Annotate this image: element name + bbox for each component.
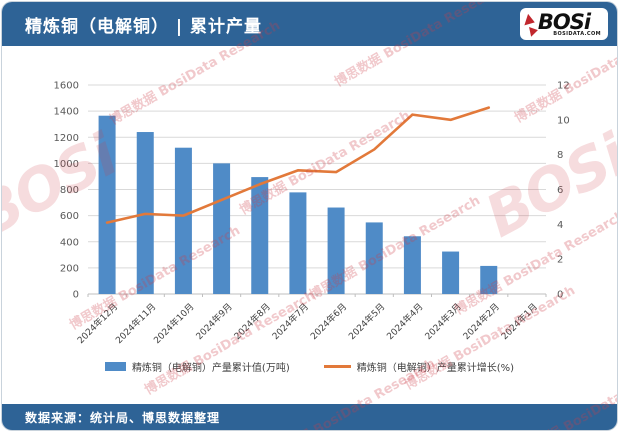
- page-title: 精炼铜（电解铜） | 累计产量: [25, 16, 263, 37]
- bar: [480, 265, 498, 294]
- legend-bar-swatch-icon: [104, 362, 126, 371]
- bar: [213, 163, 231, 294]
- left-axis-tick-label: 1600: [54, 81, 79, 92]
- right-axis-tick-label: 8: [557, 150, 563, 161]
- x-axis-label: 2024年3月: [422, 301, 463, 342]
- bar: [98, 115, 116, 295]
- legend-label-growth: 精炼铜（电解铜）产量累计增长(%): [356, 363, 515, 374]
- bar: [327, 207, 345, 294]
- bar: [289, 192, 307, 294]
- left-axis-tick-label: 800: [60, 185, 79, 196]
- right-axis-tick-label: 10: [557, 115, 570, 126]
- left-axis-tick-label: 400: [60, 237, 79, 248]
- bar: [365, 222, 383, 294]
- bosi-logo: BOSi BOSIDATA.COM: [520, 8, 608, 40]
- bar: [251, 177, 269, 294]
- right-axis-tick-label: 2: [557, 255, 563, 266]
- data-source-text: 数据来源：统计局、博思数据整理: [25, 410, 221, 425]
- legend-label-production: 精炼铜（电解铜）产量累计值(万吨): [131, 363, 290, 374]
- x-axis-label: 2024年1月: [499, 301, 540, 342]
- x-axis-label: 2024年7月: [270, 301, 311, 342]
- logo-wordmark: BOSi: [537, 9, 591, 34]
- legend-item-production: 精炼铜（电解铜）产量累计值(万吨): [104, 359, 290, 374]
- left-axis-tick-label: 1200: [54, 133, 79, 144]
- x-axis-label: 2024年4月: [384, 301, 425, 342]
- growth-line: [105, 106, 491, 224]
- x-axis-label: 2024年2月: [460, 301, 501, 342]
- left-axis-tick-label: 0: [73, 290, 79, 301]
- right-axis-tick-label: 12: [557, 81, 570, 92]
- left-axis-tick-label: 1000: [54, 159, 79, 170]
- combo-chart: 0 200 400 600 800 1000 1200 1400 1600 0 2 4 6 8 10 12 20…: [54, 81, 570, 347]
- legend-item-growth: 精炼铜（电解铜）产量累计增长(%): [323, 359, 515, 374]
- right-axis-tick-label: 4: [557, 220, 563, 231]
- bar: [442, 251, 460, 294]
- bar: [174, 147, 192, 294]
- bar: [403, 236, 421, 294]
- x-axis-label: 2024年10月: [151, 301, 197, 347]
- chart-header: 精炼铜（电解铜） | 累计产量 BOSi BOSIDATA.COM: [2, 2, 617, 46]
- source-bar: 数据来源：统计局、博思数据整理: [2, 404, 617, 430]
- x-axis-label: 2024年8月: [231, 301, 272, 342]
- left-axis-tick-label: 600: [60, 211, 79, 222]
- legend-line-swatch-icon: [323, 365, 351, 368]
- x-axis-label: 2024年5月: [346, 301, 387, 342]
- left-axis-tick-label: 1400: [54, 107, 79, 118]
- chart-legend: 精炼铜（电解铜）产量累计值(万吨) 精炼铜（电解铜）产量累计增长(%): [2, 359, 617, 374]
- right-axis-tick-label: 6: [557, 185, 563, 196]
- right-axis-tick-label: 0: [557, 290, 563, 301]
- logo-domain-text: BOSIDATA.COM: [553, 31, 601, 37]
- chart-area: 0 200 400 600 800 1000 1200 1400 1600 0 2 4 6 8 10 12 20…: [2, 46, 617, 404]
- x-axis-label: 2024年9月: [193, 301, 234, 342]
- left-axis-tick-label: 200: [60, 263, 79, 274]
- x-axis-label: 2024年6月: [308, 301, 349, 342]
